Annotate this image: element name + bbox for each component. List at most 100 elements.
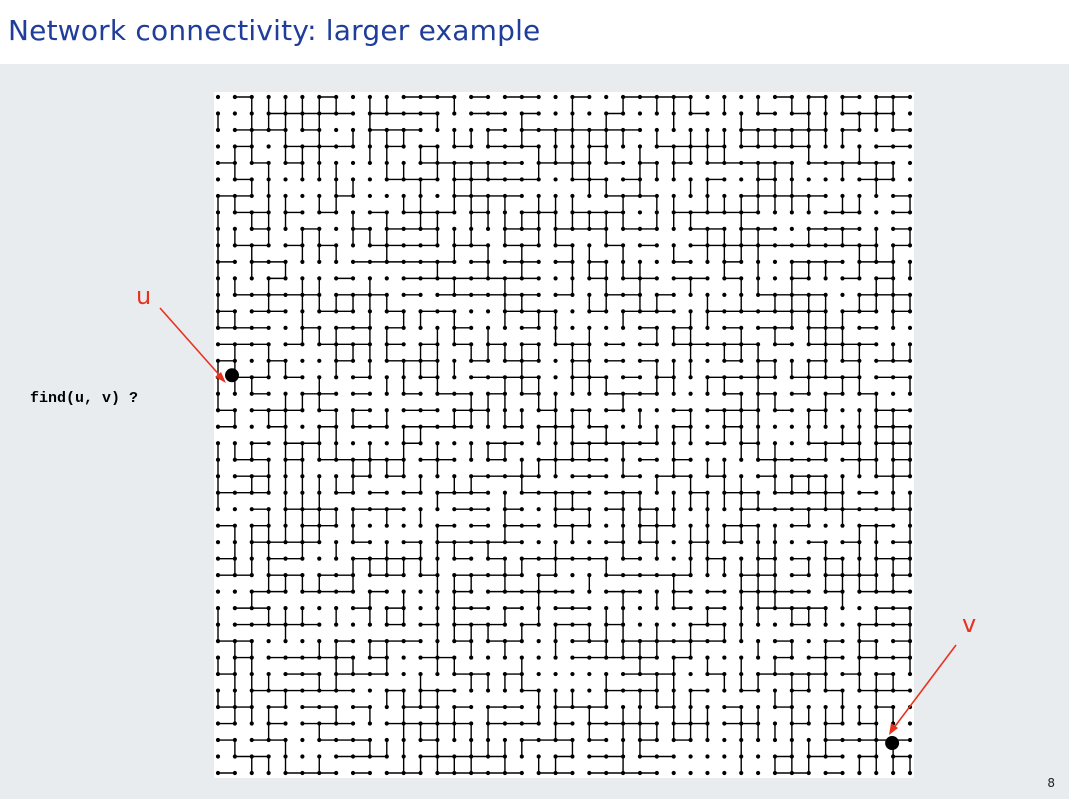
- node: [637, 441, 643, 446]
- node: [249, 226, 254, 232]
- node: [232, 391, 237, 396]
- node: [300, 424, 305, 429]
- node: [350, 441, 356, 446]
- node: [283, 342, 288, 347]
- node: [637, 193, 643, 199]
- node: [671, 457, 676, 462]
- node: [300, 589, 305, 594]
- node: [587, 688, 592, 693]
- node: [485, 259, 491, 264]
- node: [469, 523, 474, 528]
- node: [334, 638, 339, 644]
- node: [232, 193, 237, 199]
- node: [772, 210, 778, 215]
- node: [772, 127, 778, 133]
- node: [739, 573, 744, 578]
- node: [840, 127, 845, 133]
- node: [806, 292, 811, 297]
- node: [637, 342, 643, 347]
- node: [485, 490, 491, 495]
- node: [249, 540, 254, 545]
- node: [418, 226, 423, 232]
- node: [654, 523, 659, 528]
- node: [350, 490, 356, 495]
- node: [705, 243, 710, 248]
- node: [502, 770, 508, 776]
- node: [739, 688, 744, 693]
- node: [637, 490, 643, 495]
- node: [688, 292, 693, 297]
- node: [637, 540, 643, 545]
- node: [739, 490, 744, 495]
- node: [620, 606, 626, 611]
- node: [232, 292, 237, 297]
- node: [502, 721, 508, 726]
- node: [401, 226, 406, 232]
- node: [502, 540, 508, 545]
- node: [570, 193, 575, 199]
- node: [215, 94, 221, 100]
- node: [232, 424, 237, 429]
- node: [840, 243, 845, 248]
- node: [300, 358, 305, 363]
- node: [907, 737, 913, 743]
- node: [519, 94, 524, 100]
- node: [907, 507, 913, 512]
- node: [654, 770, 659, 776]
- node: [317, 325, 322, 330]
- node: [283, 177, 288, 182]
- node: [536, 342, 541, 347]
- node: [215, 177, 221, 182]
- node: [772, 144, 778, 149]
- node: [874, 144, 879, 149]
- node: [857, 358, 862, 363]
- node: [418, 210, 423, 215]
- node: [705, 94, 710, 100]
- node: [452, 325, 457, 330]
- node: [806, 210, 811, 215]
- node: [215, 523, 221, 528]
- node: [739, 589, 744, 594]
- node: [469, 606, 474, 611]
- node: [553, 177, 558, 182]
- node: [485, 507, 491, 512]
- node: [654, 325, 659, 330]
- node: [789, 210, 794, 215]
- node: [249, 144, 254, 149]
- node: [772, 259, 778, 264]
- node: [789, 408, 794, 413]
- node: [604, 523, 609, 528]
- node: [739, 441, 744, 446]
- node: [620, 193, 626, 199]
- node: [840, 276, 845, 281]
- node: [789, 721, 794, 726]
- node: [755, 606, 761, 611]
- node: [772, 193, 778, 199]
- node: [232, 160, 237, 166]
- node: [604, 441, 609, 446]
- node: [469, 556, 474, 561]
- node: [300, 688, 305, 693]
- node: [789, 770, 794, 776]
- node: [401, 342, 406, 347]
- node: [688, 655, 693, 660]
- node: [789, 94, 794, 100]
- node: [536, 276, 541, 281]
- node: [519, 259, 524, 264]
- node: [334, 391, 339, 396]
- node: [384, 688, 389, 693]
- node: [604, 490, 609, 495]
- node: [671, 622, 676, 627]
- node: [266, 457, 271, 462]
- grid-panel: [214, 92, 914, 778]
- node: [857, 408, 862, 413]
- node: [823, 540, 828, 545]
- node: [755, 94, 761, 100]
- node: [435, 704, 440, 710]
- node: [587, 375, 592, 380]
- node: [317, 292, 322, 297]
- node: [823, 737, 828, 743]
- node: [553, 243, 558, 248]
- node: [502, 94, 508, 100]
- node: [739, 638, 744, 644]
